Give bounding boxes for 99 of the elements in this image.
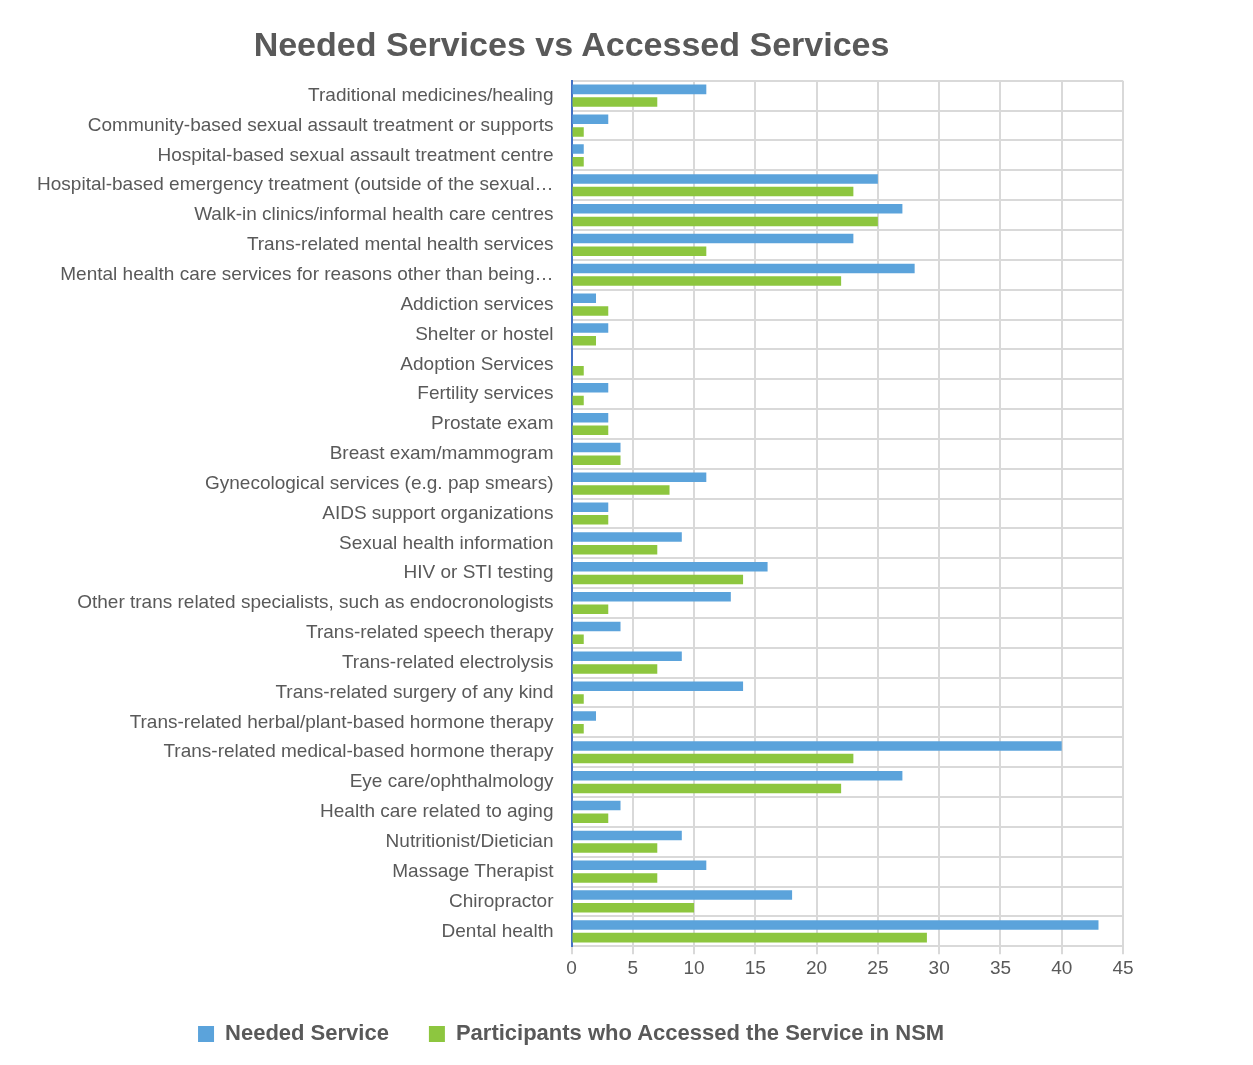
y-tick-label: Breast exam/mammogram xyxy=(329,442,554,464)
bar xyxy=(572,562,768,572)
y-tick-label: HIV or STI testing xyxy=(403,561,554,583)
y-tick-label: Walk-in clinics/informal health care centres xyxy=(194,203,554,225)
bar xyxy=(572,174,878,184)
bar xyxy=(572,442,621,453)
bar xyxy=(572,723,584,734)
bar xyxy=(572,323,609,333)
y-tick-label: Shelter or hostel xyxy=(415,322,554,344)
y-tick-label: Trans-related surgery of any kind xyxy=(275,680,554,702)
y-tick-label: Addiction services xyxy=(400,292,554,314)
bar xyxy=(572,532,682,542)
bar xyxy=(572,127,584,137)
y-tick-label: Health care related to aging xyxy=(320,800,554,822)
y-tick-label: Other trans related specialists, such as endocronologists xyxy=(77,591,554,613)
y-tick-label: Trans-related mental health services xyxy=(246,233,554,255)
y-tick-label: Chiropractor xyxy=(448,889,555,911)
bar xyxy=(572,97,658,107)
bar xyxy=(572,515,609,525)
x-tick-label: 45 xyxy=(1112,956,1134,978)
bar xyxy=(572,383,609,393)
bar xyxy=(572,574,744,585)
y-tick-label: Trans-related medical-based hormone therapy xyxy=(163,740,554,762)
bar xyxy=(572,276,842,286)
y-tick-label: Traditional medicines/healing xyxy=(308,83,554,105)
bar xyxy=(572,412,609,423)
y-tick-label: Prostate exam xyxy=(431,412,554,434)
bar xyxy=(572,664,658,674)
bar xyxy=(572,741,1062,751)
bar xyxy=(572,365,584,376)
x-tick-label: 20 xyxy=(806,956,828,978)
y-tick-label: Nutritionist/Dietician xyxy=(385,829,554,851)
bar xyxy=(572,114,609,124)
y-tick-label: Trans-related herbal/plant-based hormone therapy xyxy=(129,710,554,732)
bar xyxy=(572,84,707,95)
bar xyxy=(572,830,682,841)
bar xyxy=(572,472,707,483)
bar xyxy=(572,783,842,794)
bar xyxy=(572,336,597,346)
bar xyxy=(572,485,670,495)
bar xyxy=(572,753,854,764)
y-tick-label: Adoption Services xyxy=(400,352,554,374)
x-tick-label: 40 xyxy=(1051,956,1073,978)
bar xyxy=(572,144,584,154)
y-tick-label: Dental health xyxy=(441,919,554,941)
y-tick-label: Massage Therapist xyxy=(392,859,555,881)
bar xyxy=(572,306,609,316)
y-tick-label: Trans-related electrolysis xyxy=(341,650,554,672)
bar xyxy=(572,843,658,853)
bar xyxy=(572,800,621,811)
bar xyxy=(572,860,707,871)
y-tick-label: Sexual health information xyxy=(339,531,554,553)
x-tick-label: 25 xyxy=(867,956,889,978)
bar xyxy=(572,544,658,555)
bar xyxy=(572,203,903,214)
y-tick-label: Community-based sexual assault treatment or supports xyxy=(87,113,554,135)
bar xyxy=(572,263,915,274)
x-tick-label: 10 xyxy=(683,956,705,978)
bar xyxy=(572,651,682,662)
bar xyxy=(572,216,878,227)
bar xyxy=(572,932,927,943)
y-tick-label: Fertility services xyxy=(417,382,554,404)
bar xyxy=(572,591,731,602)
bar xyxy=(572,681,744,691)
bar xyxy=(572,293,597,304)
x-tick-label: 30 xyxy=(928,956,950,978)
bar xyxy=(572,920,1099,930)
bar xyxy=(572,634,584,644)
bar xyxy=(572,890,793,900)
bar xyxy=(572,455,621,465)
bar xyxy=(572,873,658,883)
x-tick-label: 0 xyxy=(566,956,577,978)
x-tick-label: 5 xyxy=(627,956,639,978)
bar xyxy=(572,233,854,244)
bar xyxy=(572,604,609,615)
x-tick-label: 35 xyxy=(989,956,1012,978)
y-tick-label: Mental health care services for reasons other than being… xyxy=(60,263,554,284)
y-tick-label: AIDS support organizations xyxy=(322,501,554,523)
y-tick-label: Hospital-based sexual assault treatment centre xyxy=(157,143,554,165)
bar xyxy=(572,621,621,632)
y-tick-label: Eye care/ophthalmology xyxy=(349,770,554,792)
bar xyxy=(572,694,584,704)
bar xyxy=(572,903,695,913)
bar xyxy=(572,156,584,167)
y-tick-label: Hospital-based emergency treatment (outside of the sexual… xyxy=(37,173,554,195)
bar xyxy=(572,425,609,436)
legend-label: Needed Service xyxy=(225,1020,389,1046)
bar xyxy=(572,770,903,781)
y-tick-label: Trans-related speech therapy xyxy=(306,621,554,643)
bar xyxy=(572,395,584,406)
chart-title: Needed Services vs Accessed Services xyxy=(253,24,890,63)
bar xyxy=(572,711,597,721)
x-tick-label: 15 xyxy=(744,956,766,978)
legend-label: Participants who Accessed the Service in NSM xyxy=(455,1020,945,1046)
bar xyxy=(572,813,609,824)
bar xyxy=(572,186,854,197)
bar xyxy=(572,502,609,512)
y-tick-label: Gynecological services (e.g. pap smears) xyxy=(205,471,554,493)
bar xyxy=(572,246,707,257)
